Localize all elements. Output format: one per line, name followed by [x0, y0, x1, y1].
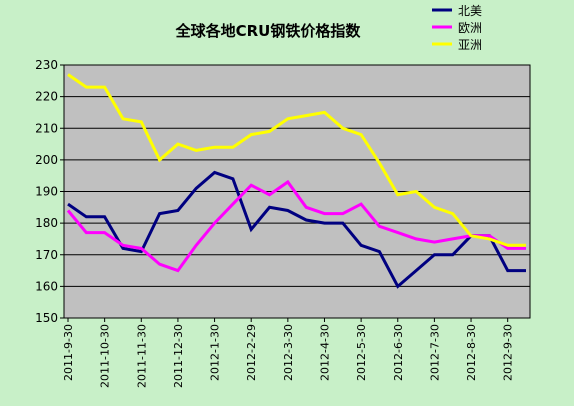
x-tick-label: 2012-7-30 — [428, 324, 441, 381]
x-tick-label: 2012-3-30 — [282, 324, 295, 381]
x-tick-label: 2011-11-30 — [135, 324, 148, 388]
x-tick-label: 2012-6-30 — [392, 324, 405, 381]
x-tick-label: 2012-5-30 — [355, 324, 368, 381]
plot-area: 150 160 170 180 190 200 210 220 230 2011-9-30 2011… — [35, 58, 531, 388]
x-tick-label: 2012-1-30 — [209, 324, 222, 381]
x-tick-label: 2012-2-29 — [245, 324, 258, 381]
series-line-2 — [67, 73, 526, 247]
chart-title: 全球各地CRU钢铁价格指数 — [175, 22, 362, 40]
x-tick-label: 2012-4-30 — [318, 324, 331, 381]
y-tick-label: 160 — [35, 279, 58, 293]
y-tick-label: 190 — [35, 185, 58, 199]
y-tick-label: 220 — [35, 90, 58, 104]
x-tick-label: 2012-8-30 — [465, 324, 478, 381]
x-tick-label: 2011-9-30 — [62, 324, 75, 381]
series-line-1 — [66, 179, 526, 273]
x-tick-label: 2011-12-30 — [172, 324, 185, 388]
y-tick-label: 200 — [35, 153, 58, 167]
legend-label-1: 欧洲 — [458, 21, 482, 35]
x-tick-label: 2012-9-30 — [502, 324, 515, 381]
y-tick-label: 210 — [35, 121, 58, 135]
y-tick-label: 170 — [35, 248, 58, 262]
y-tick-label: 150 — [35, 311, 58, 325]
y-tick-label: 230 — [35, 58, 58, 72]
series-line-0 — [67, 170, 526, 289]
legend-label-2: 亚洲 — [458, 38, 482, 52]
y-tick-label: 180 — [35, 216, 58, 230]
legend-label-0: 北美 — [458, 4, 482, 18]
x-tick-label: 2011-10-30 — [99, 324, 112, 388]
